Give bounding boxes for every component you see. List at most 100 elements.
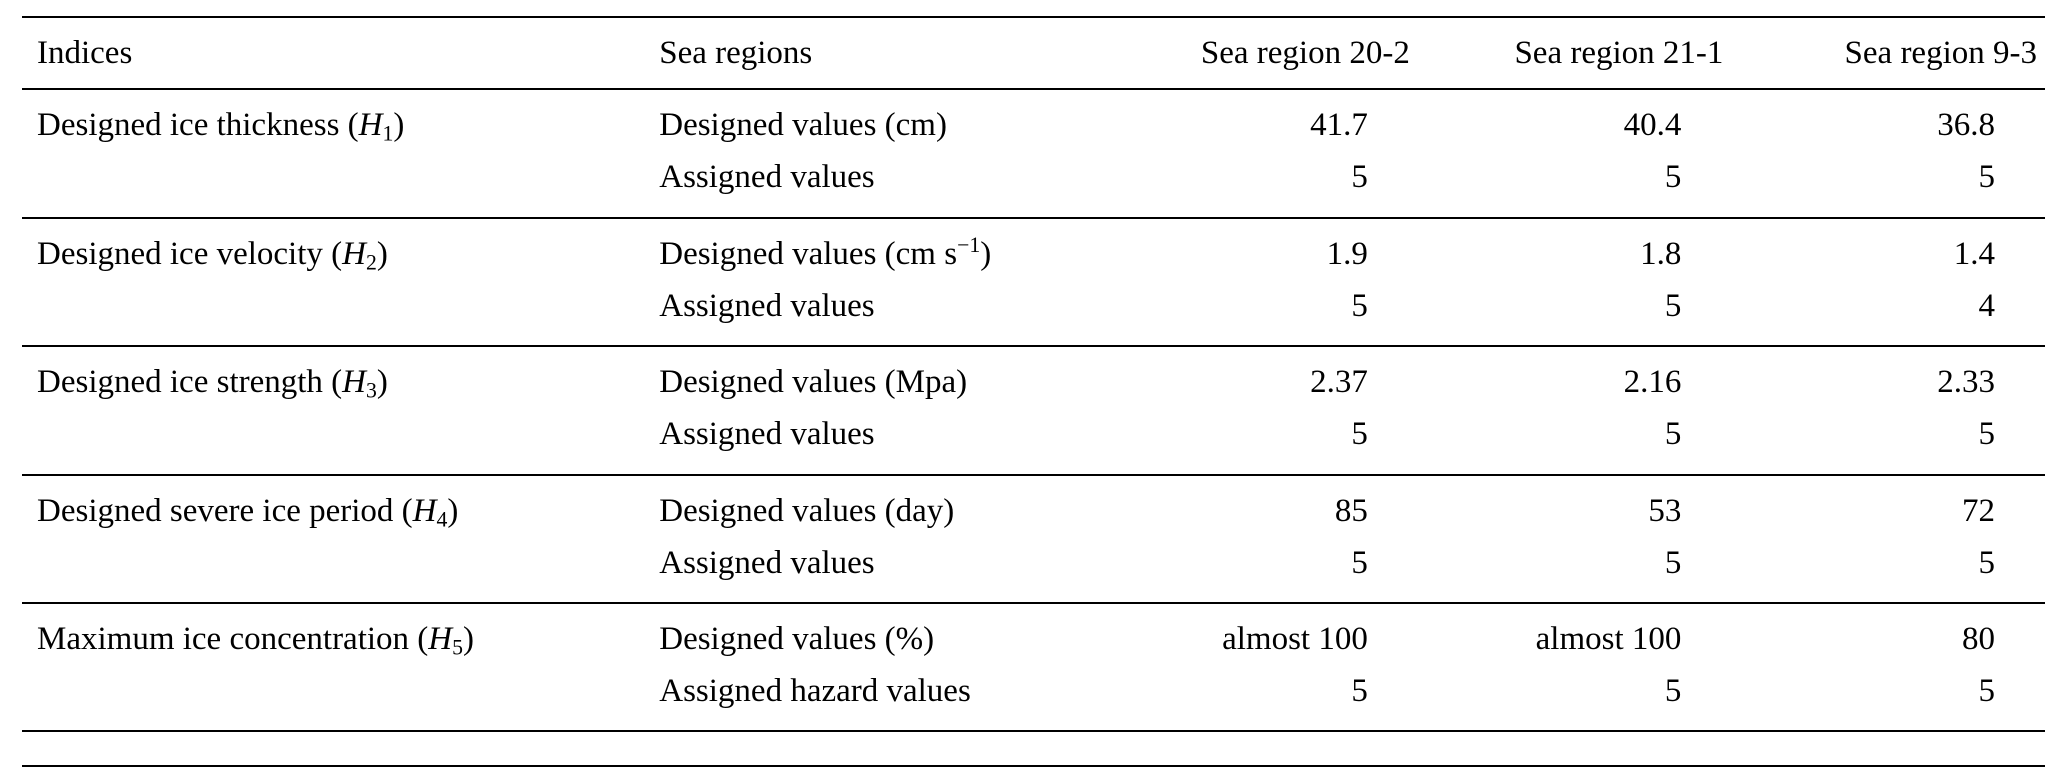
row-group-h3: Designed ice strength (H3) Designed valu… <box>22 346 2045 475</box>
label-text: Designed ice velocity ( <box>37 235 343 272</box>
table-header: Indices Sea regions Sea region 20-2 Sea … <box>22 17 2045 90</box>
value-cell: 5 <box>1351 416 1368 453</box>
value-cell: 5 <box>1351 544 1368 581</box>
label-text: Designed values (cm s <box>659 235 958 272</box>
value-cell: 1.9 <box>1326 235 1368 272</box>
empty-cell <box>22 408 659 474</box>
ice-hazard-table: Indices Sea regions Sea region 20-2 Sea … <box>22 16 2045 732</box>
measure-label-cell: Assigned values <box>659 416 875 453</box>
value-cell: 1.4 <box>1953 235 1995 272</box>
value-cell: 80 <box>1962 620 1995 657</box>
index-label: Maximum ice concentration (H5) <box>37 620 475 660</box>
table-row: Designed ice velocity (H2) Designed valu… <box>22 218 2045 280</box>
value-cell: 5 <box>1664 416 1682 453</box>
index-label: Designed ice strength (H3) <box>37 364 388 403</box>
table-row: Assigned values 5 5 4 <box>22 280 2045 346</box>
value-cell: 40.4 <box>1623 107 1682 144</box>
table-row: Maximum ice concentration (H5) Designed … <box>22 603 2045 665</box>
value-cell: 2.16 <box>1623 364 1682 401</box>
label-text: ) <box>393 107 405 144</box>
table-row: Designed severe ice period (H4) Designed… <box>22 475 2045 537</box>
designed-label: Designed values (cm s−1) <box>659 232 992 272</box>
value-cell: almost 100 <box>1222 620 1368 657</box>
label-text: ) <box>376 364 388 401</box>
unit-superscript: −1 <box>957 232 981 257</box>
value-cell: 5 <box>1351 673 1368 710</box>
index-cell: Designed ice velocity (H2) <box>22 218 659 280</box>
measure-label-cell: Designed values (Mpa) <box>659 364 968 401</box>
table-row: Assigned hazard values 5 5 5 <box>22 665 2045 731</box>
value-cell: 5 <box>1351 159 1368 196</box>
index-cell: Designed ice strength (H3) <box>22 346 659 408</box>
value-cell: 5 <box>1664 544 1682 581</box>
row-group-h4: Designed severe ice period (H4) Designed… <box>22 475 2045 603</box>
value-cell: almost 100 <box>1535 620 1682 657</box>
measure-label-cell: Assigned values <box>659 287 875 324</box>
index-label: Designed ice velocity (H2) <box>37 235 388 275</box>
table-row: Designed ice thickness (H1) Designed val… <box>22 89 2045 151</box>
measure-label-cell: Assigned values <box>659 544 875 581</box>
index-label: Designed severe ice period (H4) <box>37 492 459 531</box>
math-symbol: H <box>342 364 366 401</box>
math-subscript: 4 <box>436 506 448 531</box>
table-row: Designed ice strength (H3) Designed valu… <box>22 346 2045 408</box>
index-cell: Maximum ice concentration (H5) <box>22 603 659 665</box>
value-cell: 4 <box>1978 287 1996 324</box>
header-region-20-2: Sea region 20-2 <box>1200 35 1410 71</box>
measure-label-cell: Designed values (cm) <box>659 107 947 144</box>
value-cell: 5 <box>1978 673 1996 710</box>
bottom-edge-rule <box>22 765 2045 767</box>
value-cell: 2.33 <box>1937 364 1995 401</box>
math-subscript: 3 <box>366 378 377 403</box>
label-text: Designed ice thickness ( <box>37 107 359 144</box>
value-cell: 5 <box>1351 287 1368 324</box>
row-group-h1: Designed ice thickness (H1) Designed val… <box>22 89 2045 218</box>
label-text: ) <box>980 235 992 272</box>
empty-cell <box>22 665 659 731</box>
index-cell: Designed severe ice period (H4) <box>22 475 659 537</box>
value-cell: 5 <box>1664 673 1682 710</box>
label-text: Maximum ice concentration ( <box>37 620 429 657</box>
label-text: Designed severe ice period ( <box>37 492 413 529</box>
empty-cell <box>22 537 659 603</box>
table-row: Assigned values 5 5 5 <box>22 408 2045 474</box>
index-cell: Designed ice thickness (H1) <box>22 89 659 151</box>
table-row: Assigned values 5 5 5 <box>22 537 2045 603</box>
header-indices: Indices <box>37 35 133 71</box>
header-sea-regions: Sea regions <box>659 35 813 71</box>
measure-label-cell: Designed values (cm s−1) <box>659 218 1074 280</box>
math-symbol: H <box>358 107 383 144</box>
value-cell: 5 <box>1978 416 1996 453</box>
math-subscript: 2 <box>365 250 377 275</box>
measure-label-cell: Designed values (day) <box>659 492 955 529</box>
label-text: Designed ice strength ( <box>37 364 343 401</box>
table-row: Assigned values 5 5 5 <box>22 151 2045 217</box>
value-cell: 36.8 <box>1937 107 1995 144</box>
label-text: ) <box>447 492 459 529</box>
empty-cell <box>22 151 659 217</box>
measure-label-cell: Assigned hazard values <box>659 673 971 710</box>
value-cell: 1.8 <box>1640 235 1682 272</box>
math-symbol: H <box>428 620 453 657</box>
header-region-9-3: Sea region 9-3 <box>1844 35 2037 71</box>
value-cell: 72 <box>1962 492 1995 529</box>
row-group-h2: Designed ice velocity (H2) Designed valu… <box>22 218 2045 347</box>
value-cell: 5 <box>1978 544 1996 581</box>
label-text: ) <box>376 235 388 272</box>
measure-label-cell: Assigned values <box>659 159 875 196</box>
value-cell: 5 <box>1664 287 1682 324</box>
math-symbol: H <box>342 235 366 272</box>
header-region-21-1: Sea region 21-1 <box>1514 35 1724 71</box>
measure-label-cell: Designed values (%) <box>659 620 935 657</box>
math-subscript: 5 <box>452 635 464 660</box>
value-cell: 53 <box>1648 492 1682 529</box>
label-text: ) <box>463 620 475 657</box>
math-subscript: 1 <box>382 121 394 146</box>
value-cell: 41.7 <box>1310 107 1368 144</box>
header-row: Indices Sea regions Sea region 20-2 Sea … <box>22 17 2045 90</box>
value-cell: 5 <box>1978 159 1996 196</box>
empty-cell <box>22 280 659 346</box>
value-cell: 85 <box>1334 492 1368 529</box>
index-label: Designed ice thickness (H1) <box>37 107 405 146</box>
